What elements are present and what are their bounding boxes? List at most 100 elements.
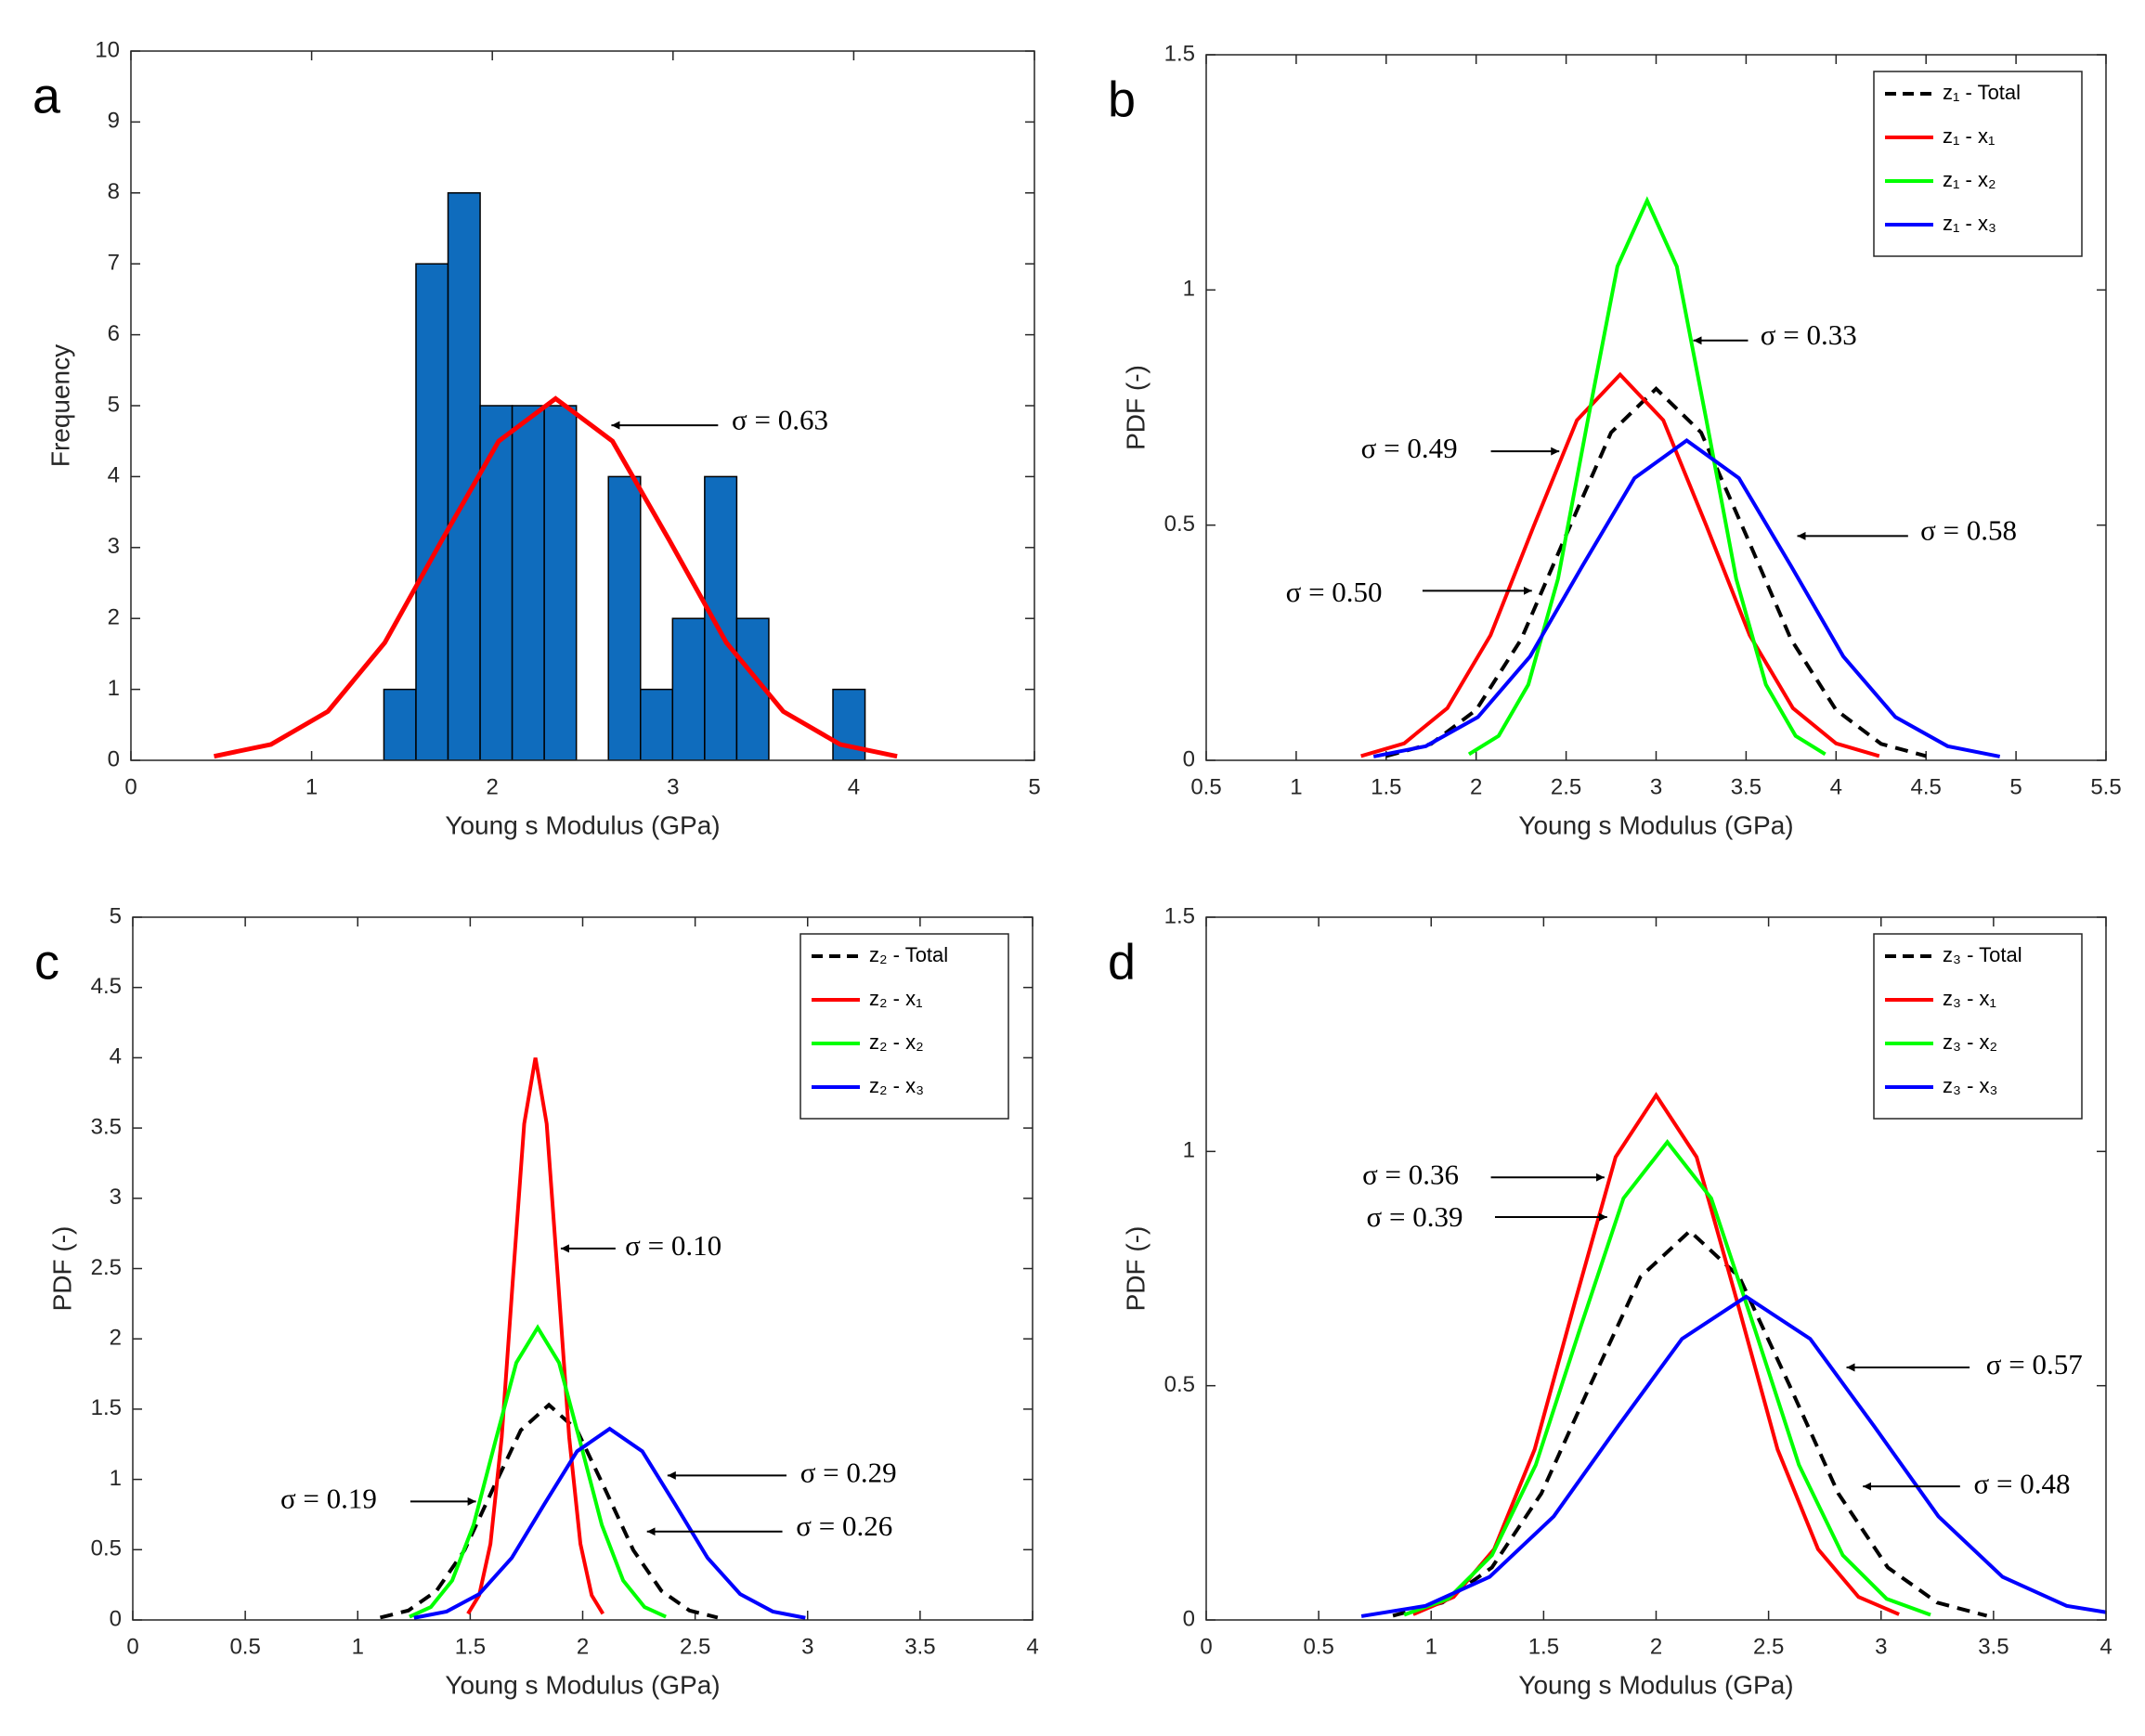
axes-frame: [132, 916, 1034, 1621]
y-tick-label: 1.5: [1164, 41, 1195, 66]
x-tick-label: 0.5: [229, 1634, 260, 1659]
histogram-bar: [607, 475, 642, 760]
histogram-bar: [511, 405, 545, 760]
x-tick-label: 4: [2100, 1634, 2112, 1659]
histogram-bar: [479, 405, 514, 760]
y-tick-label: 2: [108, 605, 120, 630]
x-tick-label: 3.5: [904, 1634, 935, 1659]
x-axis-label: Young s Modulus (GPa): [1518, 1670, 1793, 1699]
y-tick-label: 10: [95, 37, 120, 62]
histogram-bar: [671, 617, 706, 760]
annotation: σ = 0.26: [796, 1509, 892, 1542]
annotation: σ = 0.58: [1920, 514, 2017, 547]
series-line: [1385, 385, 1927, 758]
y-tick-label: 0.5: [91, 1536, 122, 1561]
annotation: σ = 0.36: [1362, 1158, 1459, 1190]
y-axis-label: PDF (-): [47, 1226, 76, 1312]
y-tick-label: 4: [108, 463, 120, 488]
annotation: σ = 0.49: [1361, 432, 1458, 464]
legend-label: z₂ - x₂: [869, 1030, 924, 1054]
panel-label: b: [1108, 71, 1136, 127]
legend-label: z₁ - x₃: [1943, 212, 1996, 235]
x-tick-label: 0: [126, 1634, 138, 1659]
y-tick-label: 1: [1183, 1138, 1195, 1163]
legend-label: z₁ - x₁: [1943, 124, 1995, 148]
legend-label: z₂ - x₃: [869, 1074, 924, 1097]
histogram-bar: [447, 192, 481, 760]
histogram-bar: [383, 688, 417, 760]
x-tick-label: 2.5: [1551, 774, 1581, 799]
annotation: σ = 0.33: [1761, 318, 1857, 351]
annotation: σ = 0.50: [1286, 576, 1383, 608]
y-tick-label: 0: [1183, 1606, 1195, 1631]
x-tick-label: 3.5: [1978, 1634, 2008, 1659]
y-tick-label: 9: [108, 109, 120, 134]
y-tick-label: 3: [110, 1185, 122, 1210]
x-tick-label: 3: [667, 774, 679, 799]
x-axis-label: Young s Modulus (GPa): [445, 1670, 720, 1699]
y-tick-label: 0: [108, 746, 120, 771]
y-tick-label: 6: [108, 321, 120, 346]
axes-frame: [130, 50, 1035, 761]
y-tick-label: 4.5: [91, 974, 122, 999]
series-line: [1360, 1294, 2106, 1618]
x-tick-label: 5: [1028, 774, 1040, 799]
annotation: σ = 0.10: [625, 1229, 722, 1262]
histogram-bar: [704, 475, 738, 760]
annotation: σ = 0.57: [1986, 1348, 2083, 1380]
annotation: σ = 0.48: [1974, 1467, 2071, 1499]
axes-frame: [1205, 916, 2107, 1621]
panel-label: c: [34, 934, 59, 990]
y-axis-label: PDF (-): [1121, 1226, 1150, 1312]
x-tick-label: 1: [352, 1634, 364, 1659]
y-tick-label: 5: [108, 392, 120, 417]
x-tick-label: 2.5: [680, 1634, 710, 1659]
x-tick-label: 4.5: [1911, 774, 1942, 799]
x-tick-label: 4: [1830, 774, 1842, 799]
y-tick-label: 4: [110, 1044, 122, 1069]
plot-area: [131, 51, 1034, 760]
y-tick-label: 0: [110, 1606, 122, 1631]
x-tick-label: 1: [1290, 774, 1302, 799]
x-tick-label: 3: [1875, 1634, 1887, 1659]
x-tick-label: 1.5: [1528, 1634, 1559, 1659]
y-axis-label: PDF (-): [1121, 365, 1150, 450]
legend-label: z₃ - Total: [1943, 943, 2022, 966]
x-tick-label: 1: [306, 774, 318, 799]
histogram-bar: [640, 688, 674, 760]
plot-marks: [1360, 1092, 2106, 1618]
y-tick-label: 2: [110, 1326, 122, 1351]
fit-curve: [214, 395, 898, 759]
x-tick-label: 2: [487, 774, 499, 799]
legend-label: z₂ - Total: [869, 943, 948, 966]
x-tick-label: 2.5: [1753, 1634, 1784, 1659]
plot-marks: [214, 192, 898, 760]
series-line: [1403, 1138, 1931, 1617]
y-tick-label: 8: [108, 179, 120, 204]
series-line: [1360, 371, 1880, 758]
legend-label: z₂ - x₁: [869, 987, 923, 1010]
y-tick-label: 2.5: [91, 1255, 122, 1280]
y-axis-label: Frequency: [46, 344, 74, 467]
x-tick-label: 0.5: [1303, 1634, 1333, 1659]
legend-label: z₁ - x₂: [1943, 168, 1996, 191]
x-tick-label: 2: [1470, 774, 1482, 799]
series-line: [466, 1057, 605, 1615]
legend-label: z₃ - x₃: [1943, 1074, 1997, 1097]
x-tick-label: 1: [1425, 1634, 1437, 1659]
x-tick-label: 0: [124, 774, 136, 799]
series-line: [1372, 438, 2001, 758]
y-tick-label: 0: [1183, 746, 1195, 771]
x-axis-label: Young s Modulus (GPa): [1518, 810, 1793, 839]
panel-label: a: [32, 68, 61, 123]
y-tick-label: 1.5: [91, 1395, 122, 1420]
series-line: [1392, 1228, 1988, 1618]
x-tick-label: 3.5: [1731, 774, 1762, 799]
y-tick-label: 1: [1183, 277, 1195, 302]
annotation: σ = 0.63: [732, 403, 828, 435]
y-tick-label: 1: [108, 676, 120, 701]
x-tick-label: 0.5: [1190, 774, 1221, 799]
y-tick-label: 5: [110, 903, 122, 928]
x-tick-label: 3: [1650, 774, 1662, 799]
legend-label: z₃ - x₁: [1943, 987, 1996, 1010]
